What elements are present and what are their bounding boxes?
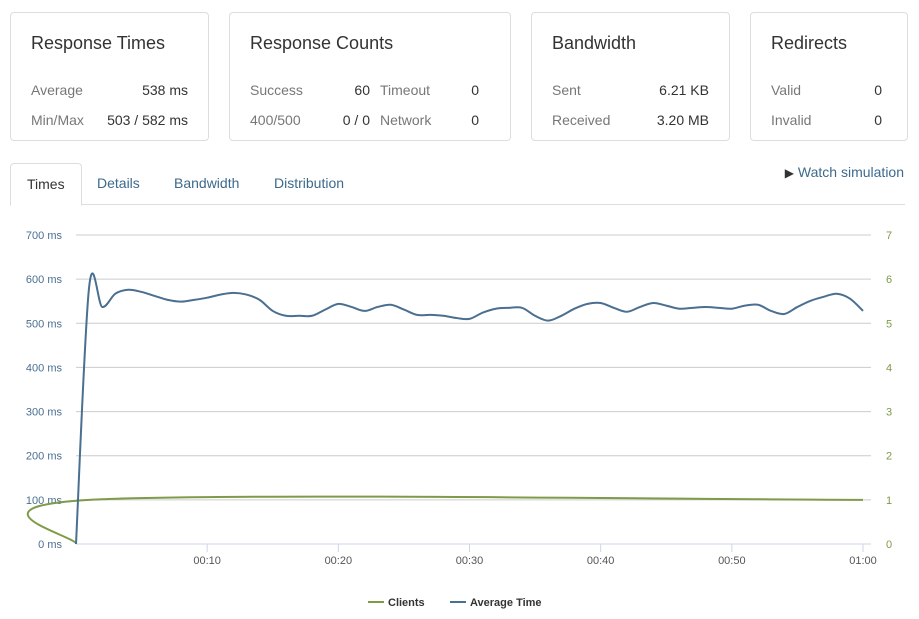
y-left-tick-label: 700 ms — [26, 230, 63, 242]
y-left-tick-label: 100 ms — [26, 495, 63, 507]
watch-simulation-label: Watch simulation — [797, 164, 904, 180]
average-value: 538 ms — [142, 82, 188, 98]
y-right-tick-label: 7 — [886, 230, 892, 242]
series-line-average-time — [75, 272, 864, 545]
success-label: Success — [250, 82, 303, 98]
watch-simulation-link[interactable]: ▶ Watch simulation — [785, 164, 904, 180]
timeout-value: 0 — [471, 82, 479, 98]
timeout-label: Timeout — [380, 82, 431, 98]
e400-value: 0 / 0 — [342, 112, 370, 128]
valid-value: 0 — [874, 82, 882, 98]
invalid-label: Invalid — [771, 112, 812, 128]
sent-label: Sent — [552, 82, 581, 98]
y-left-tick-label: 500 ms — [26, 318, 63, 330]
success-value: 60 — [354, 82, 370, 98]
x-tick-label: 00:30 — [456, 555, 484, 567]
x-tick-label: 00:40 — [587, 555, 615, 567]
y-right-tick-label: 1 — [886, 495, 892, 507]
valid-label: Valid — [771, 82, 802, 98]
tab-distribution[interactable]: Distribution — [274, 175, 345, 191]
y-right-tick-label: 4 — [886, 362, 892, 374]
y-left-tick-label: 600 ms — [26, 274, 63, 286]
chart-tabs: Times Details Bandwidth Distribution — [10, 163, 905, 206]
card-response-times: Response Times Average 538 ms Min/Max 50… — [10, 12, 209, 141]
y-left-tick-label: 400 ms — [26, 362, 63, 374]
network-value: 0 — [471, 112, 479, 128]
y-right-tick-label: 2 — [886, 451, 892, 463]
series-line-clients — [26, 495, 864, 545]
y-right-tick-label: 3 — [886, 407, 892, 419]
received-label: Received — [552, 112, 611, 128]
invalid-value: 0 — [874, 112, 882, 128]
e400-label: 400/500 — [250, 112, 301, 128]
tab-bandwidth[interactable]: Bandwidth — [174, 175, 240, 191]
y-right-tick-label: 6 — [886, 274, 892, 286]
legend-label: Average Time — [470, 597, 542, 609]
minmax-value: 503 / 582 ms — [107, 112, 188, 128]
card-title: Response Times — [31, 33, 166, 53]
y-left-tick-label: 300 ms — [26, 407, 63, 419]
y-right-tick-label: 0 — [886, 539, 892, 551]
card-redirects: Redirects Valid 0 Invalid 0 — [750, 12, 908, 141]
x-tick-label: 00:10 — [193, 555, 221, 567]
average-label: Average — [31, 82, 83, 98]
tab-times[interactable]: Times — [10, 163, 82, 206]
tab-details[interactable]: Details — [97, 175, 140, 191]
network-label: Network — [380, 112, 432, 128]
card-title: Redirects — [771, 33, 848, 53]
card-title: Response Counts — [250, 33, 394, 53]
received-value: 3.20 MB — [656, 112, 709, 128]
x-tick-label: 00:20 — [325, 555, 353, 567]
sent-value: 6.21 KB — [659, 82, 709, 98]
minmax-label: Min/Max — [31, 112, 84, 128]
y-left-tick-label: 0 ms — [38, 539, 62, 551]
card-title: Bandwidth — [552, 33, 637, 53]
legend-label: Clients — [388, 597, 425, 609]
x-tick-label: 00:50 — [718, 555, 746, 567]
play-icon: ▶ — [784, 166, 795, 180]
x-tick-label: 01:00 — [849, 555, 877, 567]
y-left-tick-label: 200 ms — [26, 451, 63, 463]
card-bandwidth: Bandwidth Sent 6.21 KB Received 3.20 MB — [531, 12, 730, 141]
y-right-tick-label: 5 — [886, 318, 892, 330]
card-response-counts: Response Counts Success 60 Timeout 0 400… — [229, 12, 511, 141]
